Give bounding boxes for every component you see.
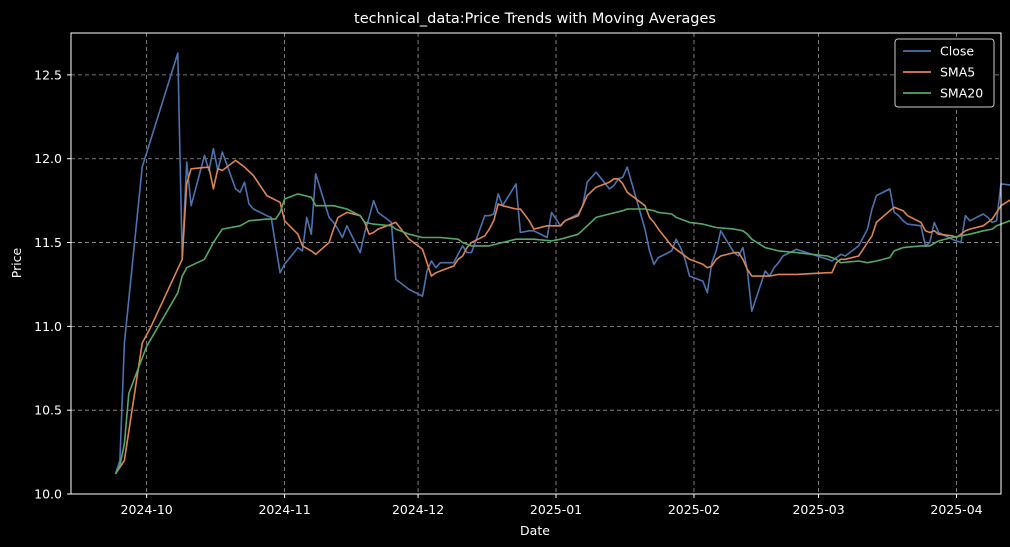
- legend-box: [894, 38, 995, 108]
- x-tick-label: 2025-01: [530, 502, 582, 517]
- y-tick-label: 12.5: [34, 67, 62, 82]
- x-tick-label: 2024-10: [121, 502, 173, 517]
- x-tick-label: 2025-02: [668, 502, 720, 517]
- y-tick-label: 11.0: [34, 319, 62, 334]
- y-tick-label: 10.0: [34, 487, 62, 502]
- chart-title: technical_data:Price Trends with Moving …: [354, 11, 716, 27]
- x-tick-label: 2025-03: [792, 502, 844, 517]
- x-tick-label: 2025-04: [930, 502, 982, 517]
- plot-frame: [70, 32, 1002, 495]
- y-tick-label: 11.5: [34, 235, 62, 250]
- y-tick-label: 10.5: [34, 403, 62, 418]
- axis-ticks: 2024-10 2024-11 2024-12 2025-01 2025-02 2025-…: [34, 67, 983, 517]
- x-tick-label: 2024-12: [392, 502, 444, 517]
- x-tick-label: 2024-11: [258, 502, 310, 517]
- legend: Close SMA5 SMA20: [894, 38, 995, 108]
- series-lines: [114, 52, 1010, 475]
- y-axis-label: Price: [9, 247, 24, 278]
- legend-label-close: Close: [940, 44, 974, 59]
- y-tick-label: 12.0: [34, 151, 62, 166]
- legend-label-sma5: SMA5: [940, 65, 975, 80]
- x-axis-label: Date: [520, 523, 550, 538]
- legend-label-sma20: SMA20: [940, 86, 983, 101]
- series-line-sma5: [114, 159, 1010, 475]
- series-line-close: [114, 52, 1010, 475]
- series-line-sma20: [114, 193, 1010, 475]
